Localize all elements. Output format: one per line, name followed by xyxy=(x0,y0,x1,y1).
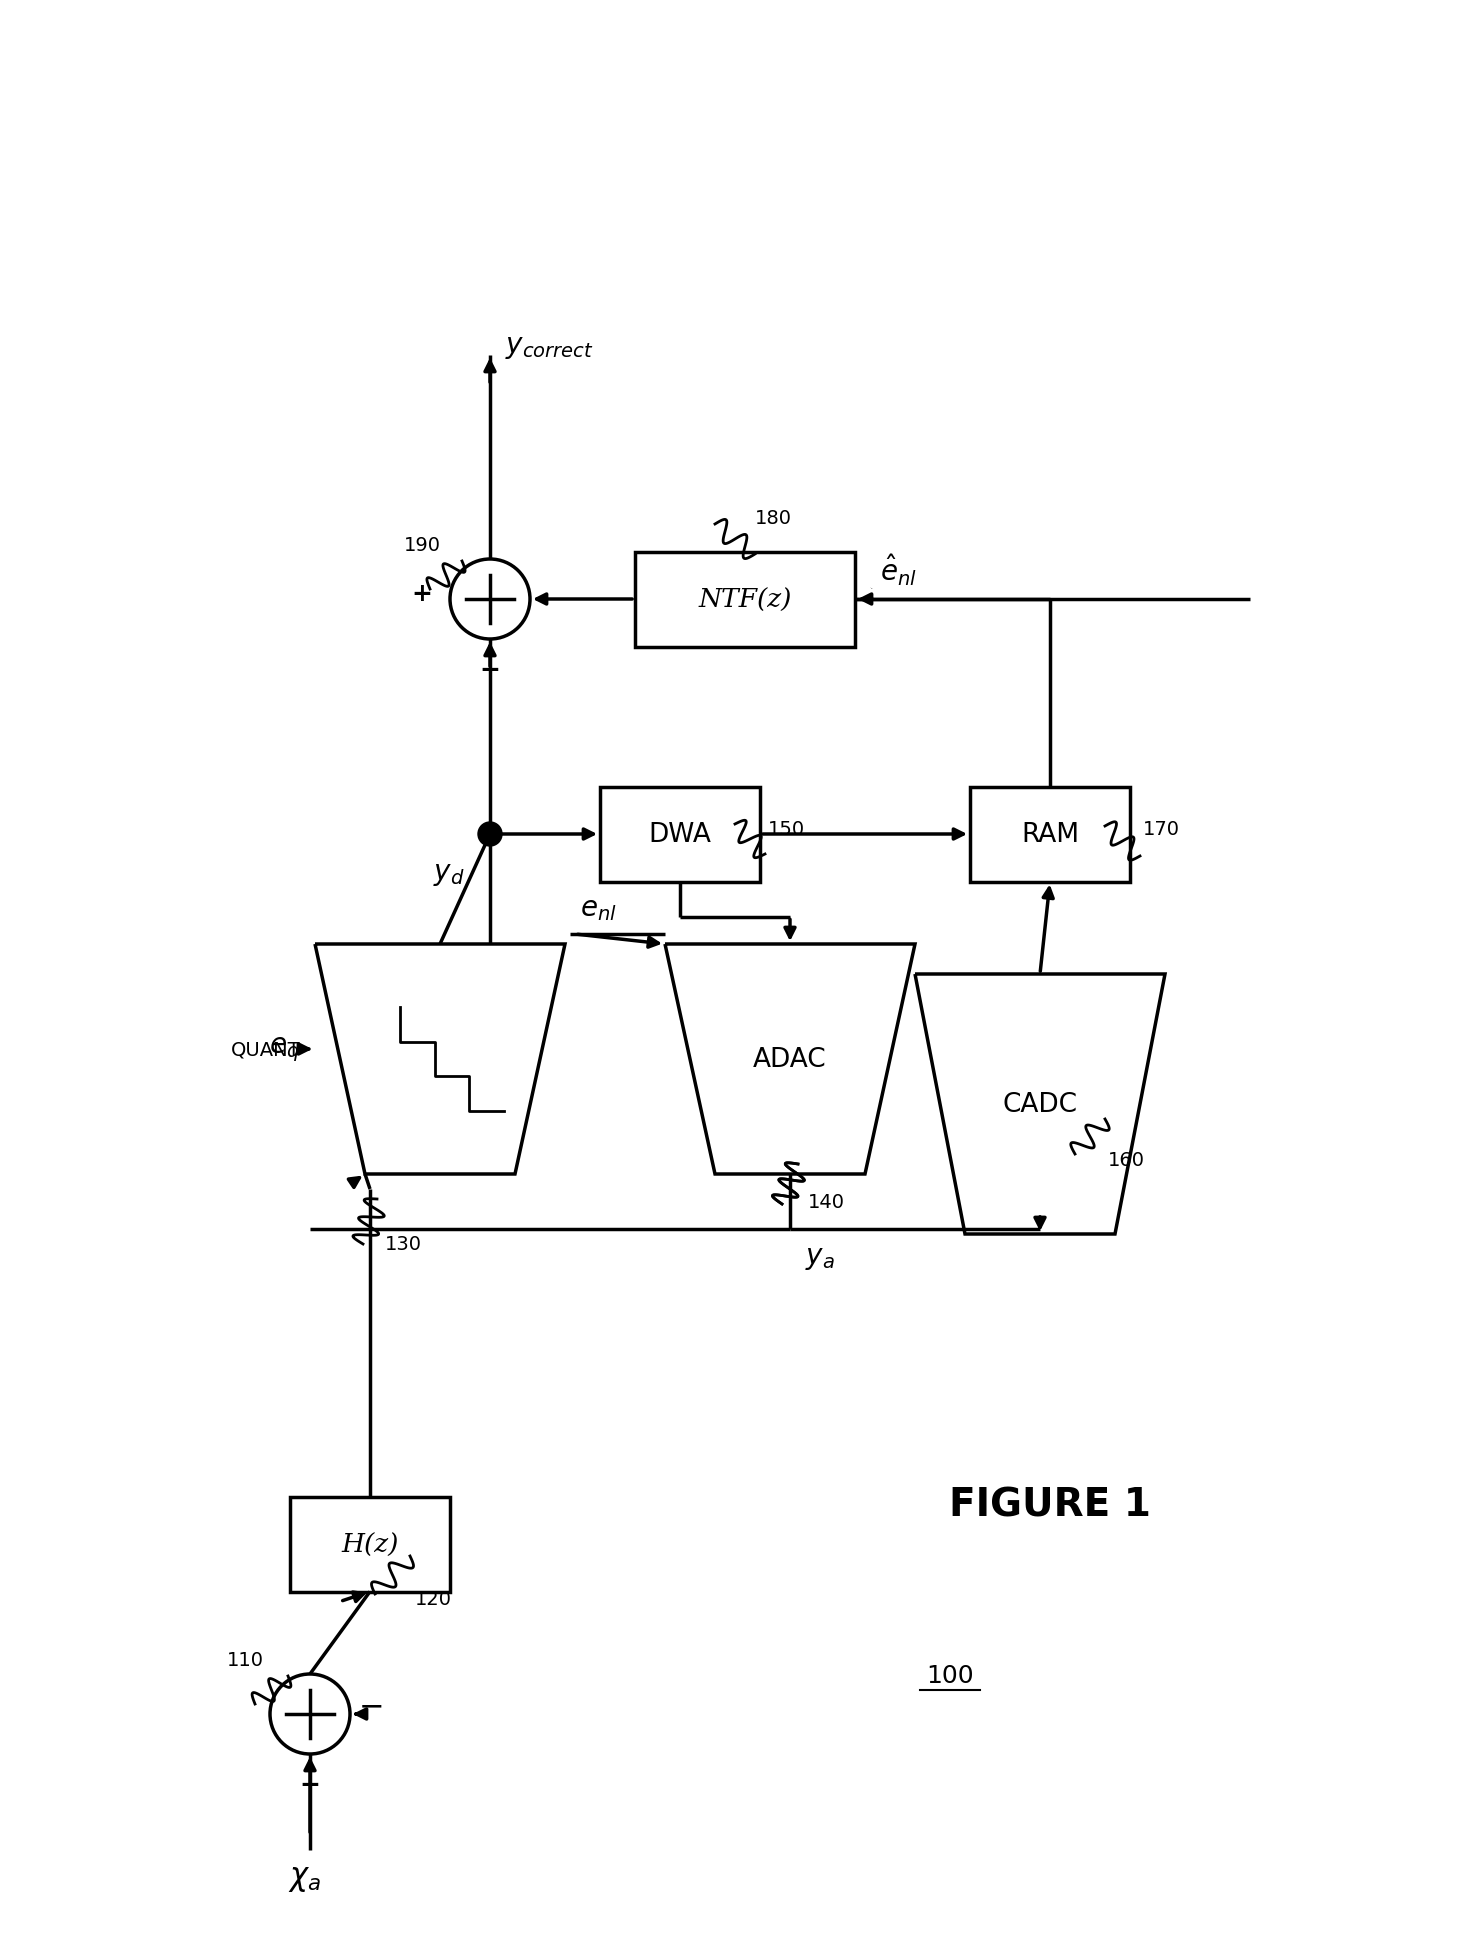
Text: −: − xyxy=(359,1691,385,1720)
Text: 100: 100 xyxy=(926,1664,973,1687)
Text: 120: 120 xyxy=(414,1589,452,1609)
Text: H(z): H(z) xyxy=(341,1531,398,1556)
Text: CADC: CADC xyxy=(1002,1091,1078,1118)
Bar xyxy=(600,788,760,882)
Text: $\hat{e}_{nl}$: $\hat{e}_{nl}$ xyxy=(870,586,874,592)
Text: FIGURE 1: FIGURE 1 xyxy=(948,1486,1151,1525)
Text: 110: 110 xyxy=(226,1650,264,1670)
Text: NTF(z): NTF(z) xyxy=(699,586,792,612)
Text: 180: 180 xyxy=(754,508,792,528)
Text: QUANT: QUANT xyxy=(231,1040,301,1060)
Circle shape xyxy=(449,559,530,639)
Text: 130: 130 xyxy=(385,1236,422,1253)
Text: ADAC: ADAC xyxy=(753,1046,827,1073)
Text: 150: 150 xyxy=(767,819,805,839)
Text: 170: 170 xyxy=(1142,819,1180,839)
Bar xyxy=(635,551,855,647)
Text: +: + xyxy=(411,583,432,606)
Text: $e_{nl}$: $e_{nl}$ xyxy=(581,895,617,923)
Text: +: + xyxy=(480,657,500,682)
Circle shape xyxy=(479,823,502,847)
Polygon shape xyxy=(315,944,565,1175)
Text: RAM: RAM xyxy=(1021,821,1080,848)
Text: $y_d$: $y_d$ xyxy=(433,860,465,888)
Text: 160: 160 xyxy=(1107,1150,1145,1169)
Text: $\hat{e}_{nl}$: $\hat{e}_{nl}$ xyxy=(880,551,918,588)
Polygon shape xyxy=(665,944,915,1175)
Bar xyxy=(290,1498,449,1591)
Circle shape xyxy=(270,1673,350,1754)
Bar xyxy=(970,788,1131,882)
Text: +: + xyxy=(299,1771,321,1797)
Text: $\chi_a$: $\chi_a$ xyxy=(289,1861,321,1892)
Polygon shape xyxy=(915,974,1164,1234)
Text: $y_a$: $y_a$ xyxy=(805,1245,835,1271)
Text: $y_{correct}$: $y_{correct}$ xyxy=(505,334,594,362)
Text: $e_q$: $e_q$ xyxy=(270,1034,301,1064)
Text: 190: 190 xyxy=(404,536,441,555)
Text: 140: 140 xyxy=(808,1193,845,1210)
Text: DWA: DWA xyxy=(649,821,712,848)
